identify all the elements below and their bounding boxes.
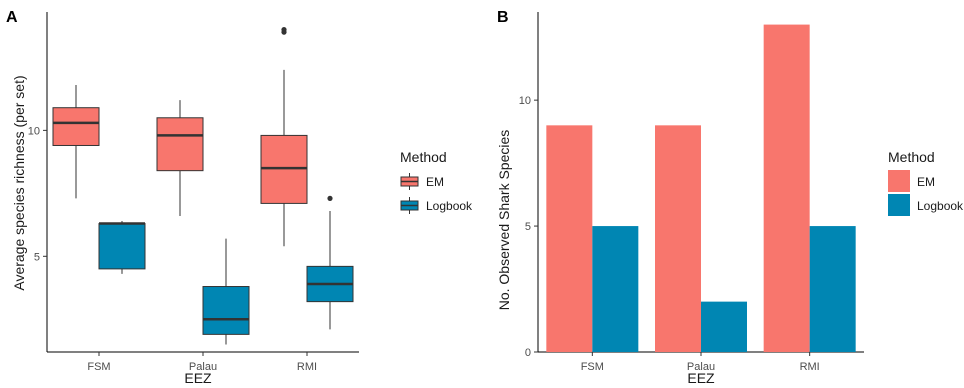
box-logbook-palau <box>202 286 250 335</box>
box-em-fsm <box>52 107 100 146</box>
bar-logbook-fsm <box>592 226 639 352</box>
panel-a-x-tick-label: RMI <box>297 361 317 373</box>
panel-b-y-axis-title: No. Observed Shark Species <box>496 130 512 311</box>
panel-b-legend-key-logbook <box>888 194 910 216</box>
panel-b-y-tick-label: 10 <box>519 95 531 107</box>
panel-b-plot-area: 0 5 10 FSM Palau RMI <box>519 12 864 373</box>
panel-b-x-tick-label: Palau <box>687 361 715 373</box>
box-em-palau <box>156 117 204 172</box>
box-logbook-fsm <box>98 223 146 270</box>
panel-b-legend-title: Method <box>888 149 935 165</box>
panel-a: A Average species richness (per set) EEZ… <box>6 9 473 386</box>
panel-b-y-tick-label: 5 <box>525 221 531 233</box>
bar-em-palau <box>655 125 701 352</box>
panel-b-y-tick-label: 0 <box>525 347 531 359</box>
panel-b-x-tick-label: RMI <box>800 361 820 373</box>
panel-a-legend: Method EM Logbook <box>400 149 473 214</box>
box-outlier-logbook-rmi <box>327 195 333 201</box>
panel-a-y-axis-title: Average species richness (per set) <box>11 75 27 290</box>
panel-a-x-tick-label: Palau <box>189 361 217 373</box>
box-em-rmi <box>260 134 308 204</box>
bar-em-rmi <box>763 24 810 353</box>
panel-a-x-axis-title: EEZ <box>184 370 212 386</box>
panel-a-x-tick-label: FSM <box>87 361 110 373</box>
panel-b-x-tick-label: FSM <box>581 361 604 373</box>
panel-b: B No. Observed Shark Species EEZ 0 5 10 FSM… <box>496 9 964 386</box>
panel-a-plot-area: 5 10 FSM Palau RMI <box>28 12 359 373</box>
panel-b-tag: B <box>497 9 509 26</box>
panel-a-y-tick-label: 10 <box>28 125 40 137</box>
panel-a-y-tick-label: 5 <box>34 251 40 263</box>
panel-b-x-axis-title: EEZ <box>687 370 715 386</box>
bar-em-fsm <box>546 125 593 352</box>
panel-b-legend-key-em <box>888 170 910 192</box>
panel-a-legend-label-logbook: Logbook <box>426 199 473 213</box>
panel-b-legend-label-logbook: Logbook <box>917 199 964 213</box>
bar-logbook-rmi <box>809 226 856 352</box>
panel-b-legend: Method EM Logbook <box>888 149 964 216</box>
panel-b-legend-label-em: EM <box>917 175 935 189</box>
panel-a-legend-title: Method <box>400 149 447 165</box>
box-outlier-em-rmi <box>281 27 287 33</box>
panel-a-legend-label-em: EM <box>426 175 444 189</box>
bar-logbook-palau <box>701 301 747 352</box>
panel-a-tag: A <box>6 9 18 26</box>
